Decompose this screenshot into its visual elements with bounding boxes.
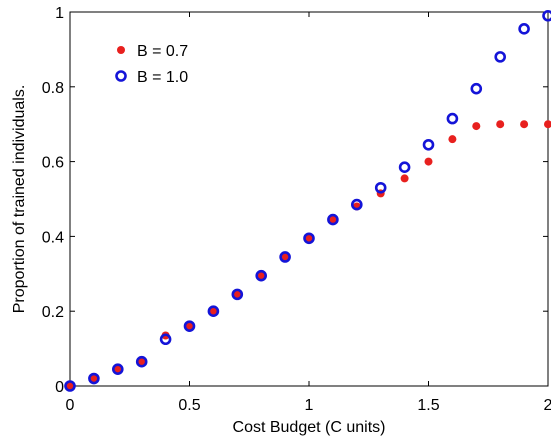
data-point	[279, 251, 291, 263]
legend-marker	[115, 70, 127, 82]
series-1	[64, 9, 551, 392]
y-tick-label: 0	[55, 379, 64, 396]
x-tick-label: 2	[544, 397, 551, 414]
data-point	[518, 23, 530, 35]
data-point	[137, 357, 146, 366]
data-point	[207, 305, 220, 318]
data-point	[520, 120, 529, 129]
data-point	[424, 157, 433, 166]
y-tick-label: 0.4	[42, 229, 64, 246]
data-point	[255, 269, 268, 282]
data-point	[350, 198, 363, 211]
x-tick-label: 0	[66, 397, 75, 414]
y-axis-label: Proportion of trained individuals.	[11, 85, 28, 314]
data-point	[231, 288, 244, 301]
data-point	[233, 290, 242, 299]
data-point	[89, 374, 98, 383]
data-point	[281, 252, 290, 261]
data-point	[66, 382, 74, 390]
x-tick-label: 0.5	[178, 397, 200, 414]
data-point	[328, 215, 337, 224]
data-point	[112, 363, 124, 375]
series-0	[66, 120, 551, 390]
data-point	[470, 82, 483, 95]
data-point	[64, 380, 76, 392]
y-tick-label: 0.8	[42, 80, 64, 97]
data-point	[542, 9, 551, 22]
axis-ticks: 0 0.5 1 1.5 2 0 0.2 0.4 0.6 0.8 1	[42, 5, 551, 414]
data-point	[113, 365, 122, 374]
legend-marker	[117, 46, 125, 54]
legend: B = 0.7 B = 1.0	[115, 43, 188, 86]
data-point	[494, 51, 507, 63]
data-point	[544, 120, 551, 129]
data-point	[400, 174, 409, 183]
data-points	[64, 9, 551, 392]
x-tick-label: 1.5	[417, 397, 439, 414]
y-tick-label: 0.6	[42, 155, 64, 172]
data-point	[448, 135, 457, 144]
y-tick-label: 0.2	[42, 304, 64, 321]
y-tick-label: 1	[55, 5, 64, 22]
data-point	[209, 307, 218, 316]
data-point	[159, 333, 172, 346]
x-axis-label: Cost Budget (C units)	[233, 419, 386, 436]
data-point	[185, 322, 194, 331]
data-point	[88, 372, 100, 385]
legend-label: B = 0.7	[137, 43, 188, 60]
data-point	[496, 120, 505, 129]
data-point	[398, 161, 411, 174]
data-point	[374, 181, 387, 194]
x-tick-label: 1	[305, 397, 314, 414]
data-point	[327, 213, 339, 226]
data-point	[303, 232, 315, 245]
data-point	[305, 234, 313, 243]
data-point	[446, 112, 459, 125]
data-point	[422, 138, 435, 151]
data-point	[472, 122, 481, 131]
data-point	[257, 271, 266, 280]
data-point	[135, 355, 148, 368]
data-point	[183, 320, 196, 332]
legend-label: B = 1.0	[137, 69, 188, 86]
